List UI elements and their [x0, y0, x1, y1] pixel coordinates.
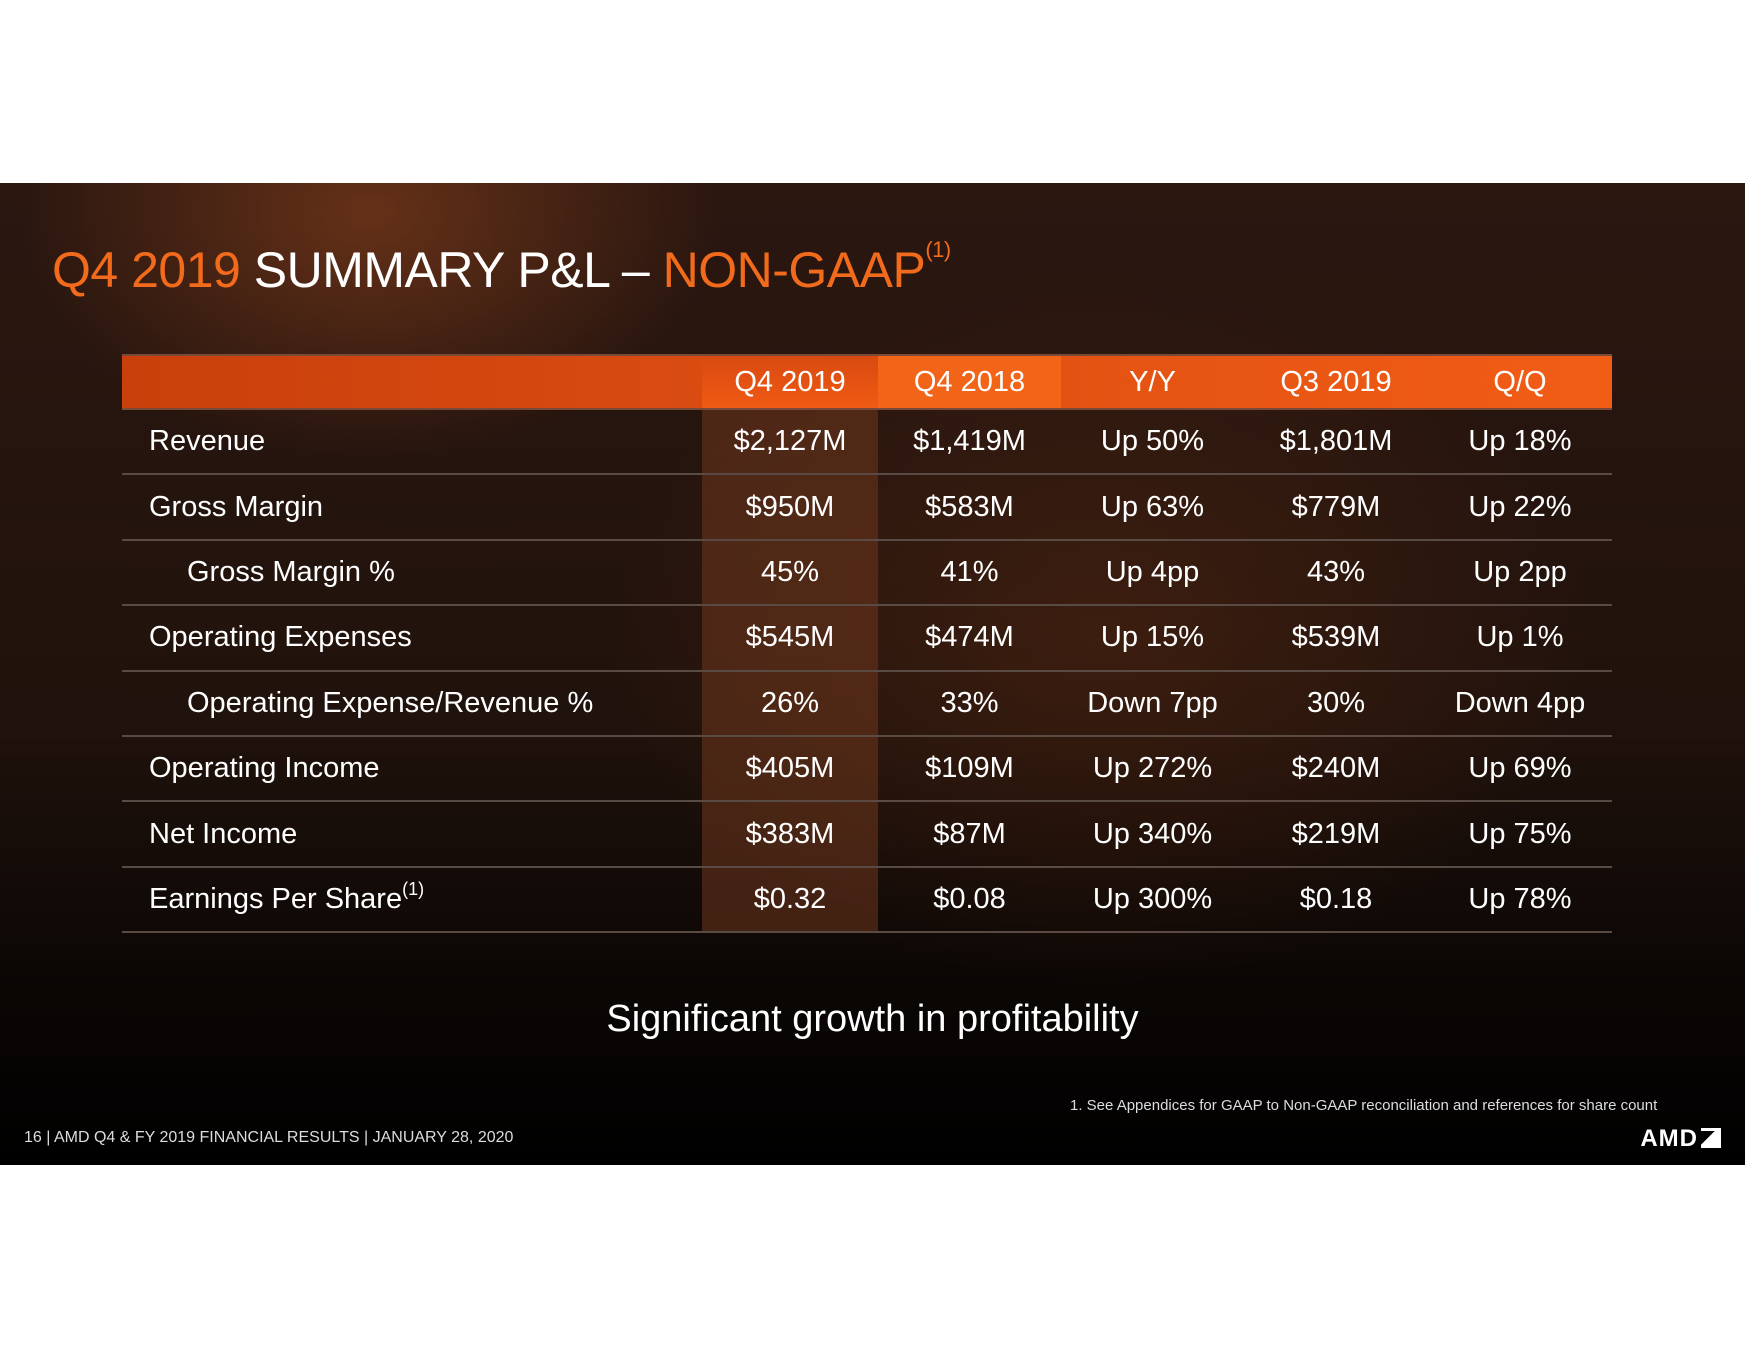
table-cell: $1,419M	[913, 425, 1026, 458]
table-row: Operating Expenses $545M $474M Up 15% $539M U…	[122, 606, 1612, 672]
column-header: Q4 2019	[702, 356, 878, 408]
row-label: Earnings Per Share(1)	[122, 879, 702, 916]
tagline: Significant growth in profitability	[606, 998, 1139, 1040]
table-header: Q4 2019 Q4 2018 Y/Y Q3 2019 Q/Q	[122, 354, 1612, 410]
table-cell: 30%	[1306, 686, 1366, 719]
table-row: Revenue $2,127M $1,419M Up 50% $1,801M Up 18%	[122, 410, 1612, 476]
footer-text: 16 | AMD Q4 & FY 2019 FINANCIAL RESULTS …	[24, 1129, 514, 1146]
title-quarter: Q4 2019	[52, 242, 241, 298]
footnote: 1. See Appendices for GAAP to Non-GAAP r…	[1070, 1097, 1658, 1114]
table-cell: $1,801M	[1279, 425, 1393, 458]
amd-logo: AMD	[1640, 1125, 1721, 1153]
table-cell: Up 4pp	[1105, 555, 1200, 588]
title-nongaap: NON-GAAP	[662, 242, 926, 298]
column-header: Q/Q	[1493, 365, 1547, 398]
table-row: Earnings Per Share(1) $0.32 $0.08 Up 300% $0…	[122, 867, 1612, 934]
table-cell: $0.18	[1299, 882, 1373, 915]
table-cell: Up 22%	[1468, 490, 1572, 523]
column-header: Q3 2019	[1280, 365, 1392, 398]
table-cell: $87M	[933, 817, 1006, 850]
row-label: Operating Expense/Revenue %	[122, 687, 702, 720]
table-cell: 45%	[702, 540, 878, 605]
row-label-text: Net Income	[149, 817, 298, 850]
pl-table: Q4 2019 Q4 2018 Y/Y Q3 2019 Q/Q Revenue $2,127…	[122, 354, 1612, 934]
table-cell: Up 78%	[1468, 882, 1572, 915]
table-row: Operating Income $405M $109M Up 272% $240M Up…	[122, 736, 1612, 803]
table-cell: $405M	[702, 736, 878, 801]
row-label-text: Operating Income	[149, 752, 380, 785]
table-cell: $545M	[702, 606, 878, 670]
row-label-text: Operating Expenses	[149, 621, 412, 654]
table-row: Gross Margin $950M $583M Up 63% $779M Up 22%	[122, 475, 1612, 541]
table-row: Operating Expense/Revenue % 26% 33% Down 7p…	[122, 671, 1612, 737]
slide-title: Q4 2019 SUMMARY P&L – NON-GAAP(1)	[52, 237, 951, 299]
column-header: Q4 2018	[878, 356, 1061, 408]
title-footnote-ref: (1)	[925, 237, 951, 262]
footnote-ref: (1)	[402, 878, 425, 899]
row-label: Revenue	[122, 425, 702, 458]
row-label-text: Operating Expense/Revenue %	[187, 686, 594, 719]
table-cell: 43%	[1306, 555, 1366, 588]
column-header: Y/Y	[1129, 365, 1176, 398]
row-label-text: Earnings Per Share	[149, 882, 403, 915]
table-cell: 41%	[940, 555, 999, 588]
table-cell: $583M	[925, 490, 1014, 523]
table-cell: Down 4pp	[1454, 686, 1586, 719]
table-cell: $2,127M	[702, 410, 878, 474]
header-blank	[122, 356, 702, 408]
table-cell: Up 75%	[1468, 817, 1572, 850]
table-cell: Up 2pp	[1473, 555, 1567, 588]
table-cell: Up 15%	[1100, 621, 1205, 654]
table-row: Net Income $383M $87M Up 340% $219M Up 75%	[122, 802, 1612, 868]
table-row: Gross Margin % 45% 41% Up 4pp 43% Up 2pp	[122, 540, 1612, 607]
table-cell: Up 50%	[1100, 425, 1205, 458]
row-label: Net Income	[122, 818, 702, 851]
table-cell: Up 69%	[1468, 752, 1572, 785]
table-cell: Up 1%	[1476, 621, 1564, 654]
table-cell: $219M	[1291, 817, 1381, 850]
table-cell: $539M	[1291, 621, 1381, 654]
row-label-text: Gross Margin %	[187, 555, 395, 588]
slide: Q4 2019 SUMMARY P&L – NON-GAAP(1) Q4 201…	[0, 183, 1745, 1165]
row-label: Gross Margin	[122, 491, 702, 524]
table-cell: $474M	[925, 621, 1014, 654]
row-label: Operating Expenses	[122, 621, 702, 654]
table-cell: $0.32	[702, 867, 878, 932]
table-cell: Down 7pp	[1087, 686, 1218, 719]
table-cell: $950M	[702, 475, 878, 539]
table-cell: 33%	[940, 686, 999, 719]
row-label: Gross Margin %	[122, 556, 702, 589]
table-cell: $779M	[1291, 490, 1381, 523]
table-cell: Up 63%	[1100, 490, 1205, 523]
row-label-text: Gross Margin	[149, 490, 324, 523]
table-cell: $383M	[702, 802, 878, 866]
row-label-text: Revenue	[149, 425, 266, 458]
table-cell: 26%	[702, 671, 878, 735]
table-cell: Up 300%	[1092, 882, 1213, 915]
title-main: SUMMARY P&L –	[253, 242, 650, 298]
row-label: Operating Income	[122, 752, 702, 785]
table-cell: Up 272%	[1092, 752, 1213, 785]
table-cell: $0.08	[933, 882, 1006, 915]
table-cell: Up 18%	[1468, 425, 1572, 458]
table-cell: $109M	[925, 752, 1014, 785]
table-cell: $240M	[1291, 752, 1381, 785]
table-cell: Up 340%	[1092, 817, 1213, 850]
